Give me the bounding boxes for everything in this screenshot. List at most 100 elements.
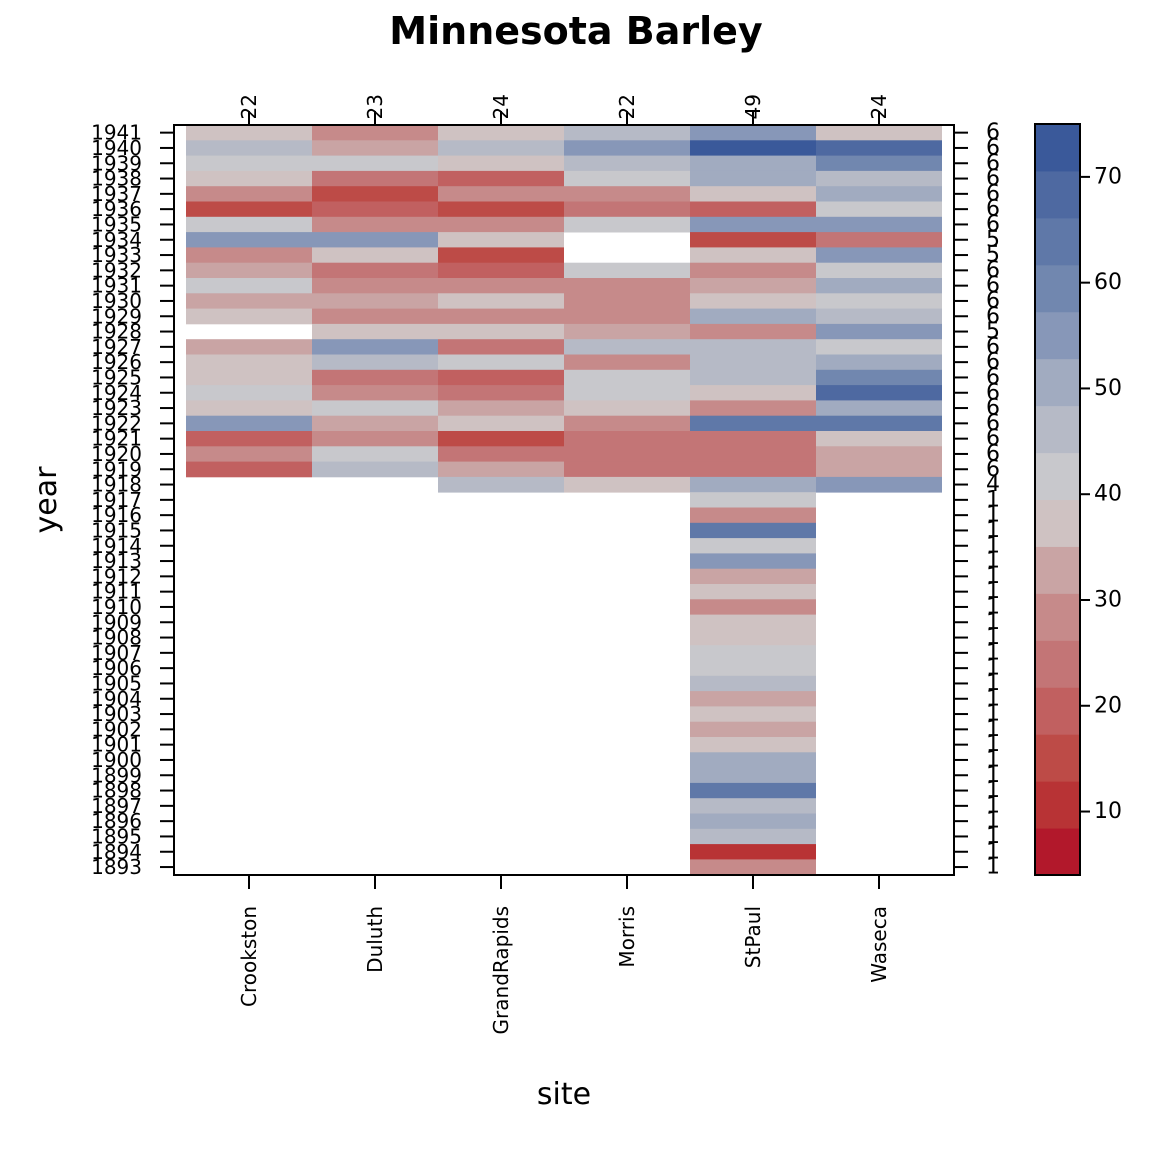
heat-cell bbox=[186, 278, 312, 294]
colorbar-swatch bbox=[1035, 593, 1080, 641]
year-tick-label: 1893 bbox=[91, 855, 142, 879]
year-tick-label: 1917 bbox=[91, 488, 142, 512]
year-tick-label: 1897 bbox=[91, 794, 142, 818]
heat-cell bbox=[816, 278, 942, 294]
heat-cell bbox=[816, 339, 942, 355]
year-tick-label: 1939 bbox=[91, 151, 142, 175]
colorbar-tick-label: 70 bbox=[1094, 164, 1122, 189]
year-tick-label: 1938 bbox=[91, 167, 142, 191]
colorbar-tick-label: 30 bbox=[1094, 587, 1122, 612]
right-count-label: 1 bbox=[986, 855, 1000, 880]
site-tick-label: StPaul bbox=[741, 906, 765, 968]
heat-cell bbox=[564, 339, 690, 355]
right-count-label: 1 bbox=[986, 656, 1000, 681]
heat-cell bbox=[690, 140, 816, 156]
heat-cell bbox=[312, 385, 438, 401]
year-tick-label: 1927 bbox=[91, 335, 142, 359]
heat-cell bbox=[564, 278, 690, 294]
heat-cell bbox=[312, 369, 438, 386]
colorbar: 10 20 30 40 50 60 70 bbox=[1034, 123, 1122, 876]
year-tick-label: 1894 bbox=[91, 840, 142, 864]
heat-cell bbox=[186, 247, 312, 264]
right-count-label: 1 bbox=[986, 702, 1000, 727]
right-count-label: 6 bbox=[986, 304, 1000, 329]
colorbar-swatch bbox=[1035, 311, 1080, 360]
heat-cell bbox=[816, 415, 942, 432]
right-count-label: 6 bbox=[986, 411, 1000, 436]
year-tick-label: 1937 bbox=[91, 182, 142, 206]
heat-cell bbox=[438, 385, 564, 401]
heat-cell bbox=[690, 660, 816, 677]
heat-cell bbox=[564, 369, 690, 386]
heat-cell bbox=[690, 431, 816, 447]
top-count-label: 22 bbox=[615, 94, 639, 119]
heat-cell bbox=[690, 339, 816, 355]
heat-cell bbox=[186, 369, 312, 386]
heat-cell bbox=[312, 308, 438, 325]
year-tick-label: 1929 bbox=[91, 304, 142, 328]
right-count-label: 6 bbox=[986, 380, 1000, 405]
site-tick-label: Waseca bbox=[867, 906, 891, 983]
site-tick-label: Duluth bbox=[363, 906, 387, 973]
year-ticks: 1941194019391938193719361935193419331932… bbox=[91, 121, 174, 879]
heat-cell bbox=[816, 216, 942, 233]
colorbar-swatch bbox=[1035, 687, 1080, 735]
right-count-label: 1 bbox=[986, 732, 1000, 757]
year-tick-label: 1941 bbox=[91, 121, 142, 145]
year-tick-label: 1925 bbox=[91, 365, 142, 389]
heat-cell bbox=[816, 232, 942, 248]
right-count-label: 6 bbox=[986, 120, 1000, 145]
right-count-label: 1 bbox=[986, 487, 1000, 512]
heat-cell bbox=[690, 415, 816, 432]
year-tick-label: 1909 bbox=[91, 610, 142, 634]
year-tick-label: 1926 bbox=[91, 350, 142, 374]
right-count-label: 1 bbox=[986, 793, 1000, 818]
heat-cell bbox=[816, 170, 942, 187]
heat-cell bbox=[564, 170, 690, 187]
year-tick-label: 1935 bbox=[91, 212, 142, 236]
top-count-label: 24 bbox=[489, 94, 513, 119]
heat-cell bbox=[186, 155, 312, 172]
colorbar-swatch bbox=[1035, 499, 1080, 547]
heat-cell bbox=[816, 323, 942, 340]
heat-cell bbox=[816, 354, 942, 371]
heat-cell bbox=[438, 323, 564, 340]
heat-cell bbox=[564, 308, 690, 325]
heat-cell bbox=[690, 798, 816, 814]
heat-cell bbox=[690, 522, 816, 539]
right-count-label: 1 bbox=[986, 625, 1000, 650]
heat-cell bbox=[690, 568, 816, 585]
year-tick-label: 1915 bbox=[91, 518, 142, 542]
heat-cell bbox=[186, 400, 312, 417]
year-tick-label: 1903 bbox=[91, 702, 142, 726]
heat-cell bbox=[690, 323, 816, 340]
right-count-label: 1 bbox=[986, 549, 1000, 574]
heat-cell bbox=[690, 476, 816, 493]
top-count-label: 49 bbox=[741, 94, 765, 119]
right-count-label: 6 bbox=[986, 166, 1000, 191]
heat-cell bbox=[312, 232, 438, 248]
colorbar-swatch bbox=[1035, 546, 1080, 594]
heat-cell bbox=[564, 446, 690, 462]
colorbar-swatch bbox=[1035, 358, 1080, 407]
heat-cell bbox=[186, 201, 312, 218]
year-tick-label: 1934 bbox=[91, 228, 142, 252]
colorbar-swatch bbox=[1035, 828, 1080, 876]
heat-cell bbox=[312, 278, 438, 294]
heat-cell bbox=[816, 385, 942, 401]
year-tick-label: 1928 bbox=[91, 320, 142, 344]
right-count-label: 5 bbox=[986, 243, 1000, 268]
year-tick-label: 1895 bbox=[91, 824, 142, 848]
heat-cell bbox=[816, 155, 942, 172]
right-count-label: 6 bbox=[986, 457, 1000, 482]
year-tick-label: 1921 bbox=[91, 427, 142, 451]
heat-cell bbox=[690, 614, 816, 631]
heat-cell bbox=[564, 431, 690, 447]
year-tick-label: 1920 bbox=[91, 442, 142, 466]
heat-cell bbox=[690, 782, 816, 799]
right-count-label: 1 bbox=[986, 824, 1000, 849]
heat-cell bbox=[312, 339, 438, 355]
heat-cell bbox=[438, 369, 564, 386]
year-tick-label: 1907 bbox=[91, 641, 142, 665]
